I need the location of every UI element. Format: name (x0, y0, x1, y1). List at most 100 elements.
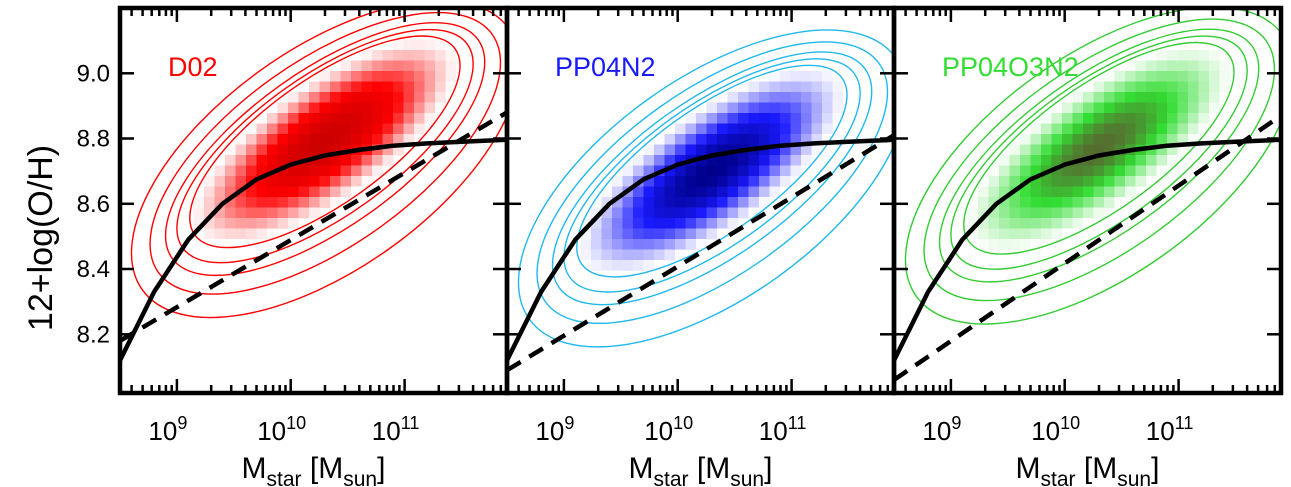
density-cell (382, 92, 394, 103)
density-cell (298, 186, 310, 198)
density-cell (277, 102, 289, 114)
density-map (580, 71, 844, 282)
density-cell (1083, 144, 1094, 156)
density-cell (1062, 197, 1073, 208)
density-cell (622, 176, 634, 187)
density-cell (235, 228, 247, 240)
density-cell (978, 218, 989, 229)
density-cell (330, 71, 341, 82)
panel-label: PP04O3N2 (942, 52, 1079, 82)
density-cell (1041, 207, 1052, 219)
density-cell (706, 123, 718, 135)
density-cell (1083, 113, 1094, 124)
density-cell (256, 155, 268, 166)
density-cell (319, 165, 331, 177)
density-cell (382, 102, 394, 114)
density-cell (780, 92, 791, 103)
density-cell (706, 228, 718, 240)
density-cell (1114, 71, 1126, 82)
density-cell (654, 207, 665, 219)
density-cell (1146, 155, 1157, 166)
density-cell (1177, 113, 1189, 124)
density-cell (372, 165, 383, 177)
density-cell (801, 123, 812, 135)
density-cell (1072, 186, 1084, 198)
density-cell (622, 197, 634, 208)
density-cell (309, 123, 320, 135)
density-cell (309, 102, 320, 114)
density-cell (214, 207, 226, 219)
density-cell (361, 71, 373, 82)
density-cell (664, 249, 676, 261)
density-cell (340, 60, 352, 72)
density-cell (393, 102, 404, 114)
density-cell (298, 81, 310, 93)
density-cell (214, 197, 226, 208)
density-cell (435, 92, 446, 103)
density-cell (664, 197, 676, 208)
x-axis-label: Mstar [Msun] (629, 452, 773, 487)
density-cell (361, 165, 373, 177)
density-cell (664, 207, 676, 219)
density-cell (622, 249, 634, 261)
density-cell (1041, 155, 1052, 166)
density-cell (801, 71, 812, 82)
density-cell (1009, 218, 1021, 229)
density-cell (633, 197, 644, 208)
density-cell (738, 176, 749, 187)
density-cell (351, 102, 362, 114)
density-cell (1030, 176, 1042, 187)
density-cell (622, 260, 634, 271)
density-cell (340, 113, 352, 124)
density-cell (1114, 197, 1126, 208)
density-cell (580, 239, 592, 250)
density-cell (435, 60, 446, 72)
density-cell (988, 186, 1000, 198)
density-cell (1146, 144, 1157, 156)
density-cell (738, 123, 749, 135)
density-cell (790, 102, 802, 114)
density-cell (769, 186, 781, 198)
x-tick-label: 1010 (257, 413, 306, 446)
density-cell (1051, 123, 1063, 135)
density-cell (654, 134, 665, 145)
panels-layer: 109 1010 1011 Mstar [Msun] D02 109 1010 1011 Mst… (117, 5, 1284, 487)
density-cell (727, 218, 739, 229)
density-cell (267, 186, 278, 198)
density-cell (1041, 123, 1052, 135)
density-cell (999, 165, 1010, 177)
density-cell (235, 165, 247, 177)
density-cell (256, 134, 268, 145)
density-cell (822, 123, 833, 135)
density-cell (1083, 165, 1094, 177)
density-cell (643, 186, 655, 198)
density-cell (790, 165, 802, 177)
density-cell (633, 260, 644, 271)
density-cell (717, 218, 728, 229)
density-cell (382, 123, 394, 135)
density-cell (435, 102, 446, 114)
density-cell (1072, 102, 1084, 114)
density-cell (1146, 60, 1157, 72)
density-cell (591, 228, 602, 240)
density-cell (727, 207, 739, 219)
density-cell (361, 60, 373, 72)
density-cell (1104, 144, 1115, 156)
density-cell (1104, 71, 1115, 82)
density-cell (277, 144, 289, 156)
density-cell (1041, 113, 1052, 124)
density-cell (780, 102, 791, 114)
density-cell (643, 228, 655, 240)
density-cell (277, 176, 289, 187)
density-cell (1041, 144, 1052, 156)
density-cell (643, 155, 655, 166)
density-cell (643, 239, 655, 250)
density-cell (1093, 144, 1105, 156)
density-cell (811, 92, 823, 103)
density-cell (601, 197, 613, 208)
density-cell (1125, 155, 1136, 166)
density-cell (748, 123, 760, 135)
density-cell (811, 134, 823, 145)
density-cell (675, 249, 686, 261)
density-cell (319, 134, 331, 145)
